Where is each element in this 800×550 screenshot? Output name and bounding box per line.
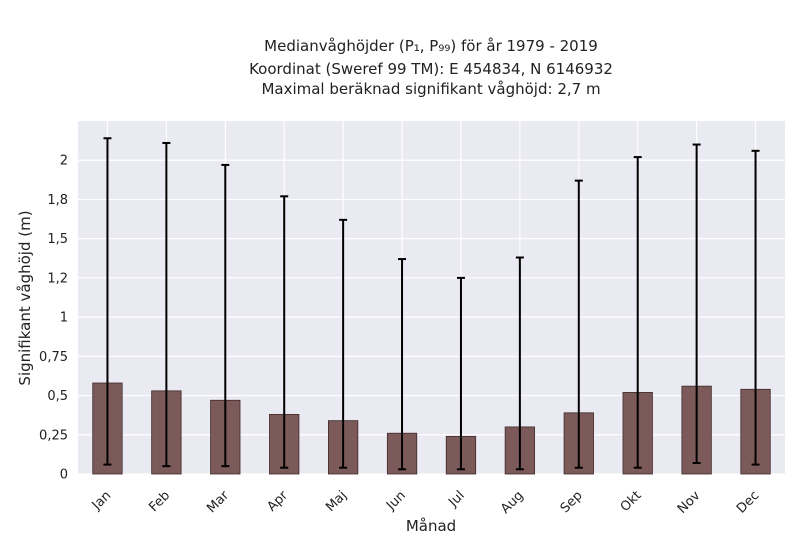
x-axis-ticks: Jan Feb Mar Apr Maj Jun Jul Aug Sep Okt Nov Dec bbox=[89, 488, 763, 517]
x-tick-label: Nov bbox=[675, 488, 704, 517]
y-tick-label: 1,5 bbox=[47, 232, 68, 247]
x-tick-label: Jul bbox=[445, 488, 467, 510]
chart-title: Medianvåghöjder (P₁, P₉₉) för år 1979 - … bbox=[249, 37, 613, 98]
y-tick-label: 0 bbox=[60, 468, 68, 483]
x-tick-label: Jun bbox=[383, 488, 409, 514]
y-tick-label: 1,2 bbox=[47, 271, 68, 286]
x-tick-label: Dec bbox=[734, 488, 762, 516]
error-bars bbox=[103, 137, 760, 471]
x-tick-label: Jan bbox=[89, 488, 114, 513]
chart-title-line-3: Maximal beräknad signifikant våghöjd: 2,… bbox=[261, 80, 600, 98]
x-tick-label: Sep bbox=[558, 488, 586, 516]
y-tick-label: 1 bbox=[60, 311, 68, 326]
x-tick-label: Feb bbox=[146, 488, 173, 515]
x-tick-label: Apr bbox=[265, 488, 292, 515]
y-tick-label: 2 bbox=[60, 154, 68, 169]
x-tick-label: Aug bbox=[498, 488, 527, 517]
plot-area bbox=[78, 121, 785, 474]
x-tick-label: Mar bbox=[204, 488, 232, 516]
y-tick-label: 0,25 bbox=[39, 428, 68, 443]
chart-title-line-2: Koordinat (Sweref 99 TM): E 454834, N 61… bbox=[249, 60, 613, 78]
y-axis-ticks: 0 0,25 0,5 0,75 1 1,2 1,5 1,8 2 bbox=[39, 154, 68, 483]
y-tick-label: 1,8 bbox=[47, 193, 68, 208]
x-tick-label: Maj bbox=[323, 488, 350, 515]
y-axis-label: Signifikant våghöjd (m) bbox=[16, 210, 34, 385]
y-tick-label: 0,75 bbox=[39, 350, 68, 365]
x-tick-label: Okt bbox=[618, 488, 645, 515]
x-axis-label: Månad bbox=[406, 517, 456, 535]
chart-title-line-1: Medianvåghöjder (P₁, P₉₉) för år 1979 - … bbox=[264, 37, 598, 55]
y-tick-label: 0,5 bbox=[47, 389, 68, 404]
